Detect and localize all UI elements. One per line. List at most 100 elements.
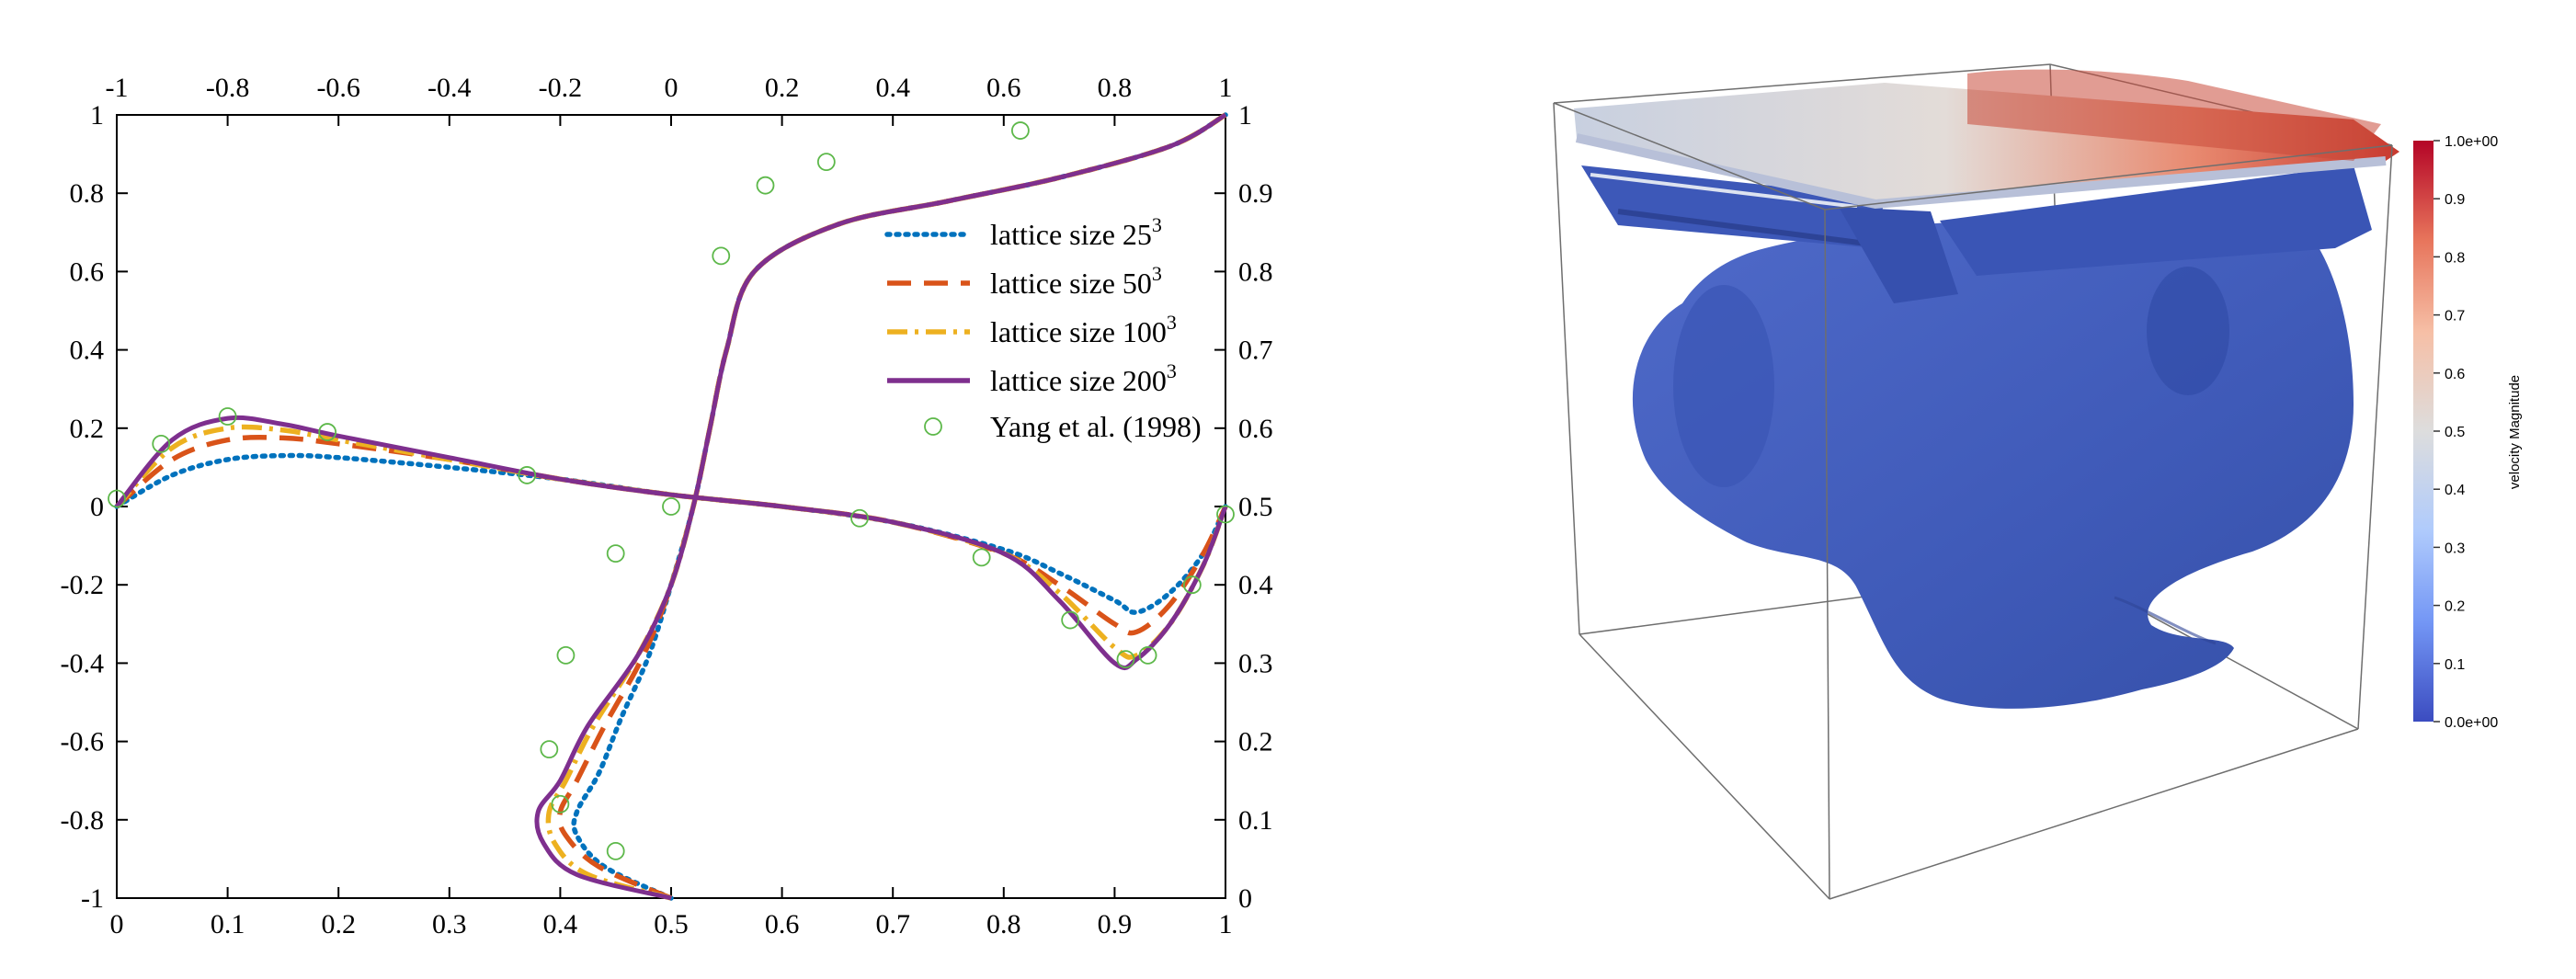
- legend-label-superscript: 3: [1152, 213, 1162, 236]
- reference-point: [108, 489, 126, 508]
- colorbar-tick-label: 1.0e+00: [2445, 134, 2498, 150]
- reference-point: [606, 841, 625, 860]
- reference-point: [606, 544, 625, 563]
- reference-point: [518, 466, 537, 484]
- reference-point: [218, 407, 237, 426]
- bounding-box-front: [1553, 102, 2393, 900]
- tick-label: 1: [90, 100, 104, 131]
- tick-label: -0.6: [61, 727, 105, 757]
- bottom-axis: 0 0.1 0.2 0.3 0.4 0.5 0.6 0.7 0.8 0.9 1: [110, 887, 1233, 939]
- tick-label: 0.2: [70, 414, 105, 444]
- tick-label: 0: [665, 73, 678, 103]
- colorbar-tick-label: 0.0e+00: [2445, 715, 2498, 731]
- tick-label: 1: [1238, 100, 1252, 131]
- tick-label: 0.2: [321, 909, 356, 939]
- colorbar-tick-label: 0.8: [2445, 250, 2465, 266]
- tick-label: 0.6: [765, 909, 800, 939]
- tick-label: 0.5: [654, 909, 689, 939]
- tick-label: -1: [81, 883, 104, 914]
- tick-label: -0.8: [61, 805, 105, 836]
- tick-label: 0.2: [765, 73, 800, 103]
- legend-label-superscript: 3: [1167, 359, 1177, 382]
- tick-label: 0.4: [875, 73, 910, 103]
- colorbar-tick-label: 0.9: [2445, 192, 2465, 208]
- series-line-3-horizontal: [114, 424, 1228, 660]
- legend-label: lattice size 2003: [990, 359, 1177, 397]
- legend-label: lattice size 253: [990, 213, 1162, 251]
- reference-point: [662, 497, 680, 516]
- tick-label: 0: [90, 492, 104, 522]
- left-axis: 1 0.8 0.6 0.4 0.2 0 -0.2 -0.4 -0.6 -0.8 -1: [61, 100, 128, 914]
- legend-label-text: lattice size 50: [990, 267, 1152, 300]
- tick-label: -0.8: [206, 73, 250, 103]
- colorbar: 1.0e+00 0.9 0.8 0.7 0.6 0.5 0.4 0.3 0.2 0.1 0.0e+0…: [2413, 134, 2523, 731]
- reference-point: [816, 153, 836, 172]
- reference-point: [1116, 650, 1135, 669]
- tick-label: 0.4: [543, 909, 578, 939]
- tick-label: 0.7: [1238, 336, 1273, 366]
- tick-label: 0.3: [1238, 648, 1273, 678]
- reference-point: [551, 794, 570, 814]
- tick-label: -0.4: [61, 648, 105, 678]
- reference-point: [756, 176, 775, 195]
- reference-point: [556, 645, 576, 665]
- tick-label: 0.4: [70, 336, 105, 366]
- legend-label-text: lattice size 25: [990, 218, 1152, 251]
- velocity-profile-chart: 0 0.1 0.2 0.3 0.4 0.5 0.6 0.7 0.8 0.9 1 -1 -0.8 -0.6…: [61, 73, 1273, 939]
- reference-point: [1010, 121, 1030, 140]
- reference-points: [108, 121, 1235, 860]
- colorbar-label: velocity Magnitude: [2507, 375, 2523, 489]
- tick-label: 0.1: [1238, 805, 1273, 836]
- series-line-4-horizontal: [115, 415, 1228, 671]
- tick-label: 0.6: [70, 256, 105, 287]
- reference-point: [1061, 610, 1080, 630]
- reference-point: [1138, 645, 1157, 665]
- legend-label: lattice size 503: [990, 262, 1162, 300]
- reference-point: [972, 548, 991, 567]
- legend-label-superscript: 3: [1167, 311, 1177, 334]
- legend-label: lattice size 1003: [990, 311, 1177, 348]
- colorbar-tick-label: 0.5: [2445, 425, 2465, 440]
- tick-label: 0.8: [70, 178, 105, 209]
- reference-point: [318, 423, 337, 441]
- colorbar-bar: [2413, 141, 2434, 722]
- tick-label: 0.9: [1238, 178, 1273, 209]
- legend-label-superscript: 3: [1152, 262, 1162, 285]
- tick-label: 0.8: [986, 909, 1021, 939]
- tick-label: 0.9: [1098, 909, 1133, 939]
- tick-label: 0.1: [211, 909, 245, 939]
- tick-label: -1: [106, 73, 129, 103]
- colorbar-tick-label: 0.3: [2445, 541, 2465, 556]
- tick-label: 0.6: [1238, 414, 1273, 444]
- legend-label-text: lattice size 100: [990, 315, 1167, 348]
- colorbar-tick-label: 0.6: [2445, 367, 2465, 382]
- series-layer: [114, 112, 1228, 901]
- tick-label: -0.6: [316, 73, 360, 103]
- tick-label: 1: [1219, 73, 1233, 103]
- tick-label: -0.2: [539, 73, 583, 103]
- series-line-4-vertical: [534, 112, 1227, 901]
- reference-point: [540, 740, 559, 759]
- reference-point: [1182, 575, 1202, 595]
- reference-point: [712, 246, 731, 266]
- colorbar-tick-label: 0.4: [2445, 483, 2465, 498]
- tick-label: 0.8: [1238, 256, 1273, 287]
- tick-label: 0.4: [1238, 570, 1273, 600]
- legend-label: Yang et al. (1998): [990, 410, 1202, 443]
- tick-label: 0: [1238, 883, 1252, 914]
- tick-label: 0.7: [875, 909, 910, 939]
- legend-swatch: [924, 417, 942, 436]
- right-axis: 1 0.9 0.8 0.7 0.6 0.5 0.4 0.3 0.2 0.1 0: [1214, 100, 1273, 914]
- tick-label: 0.2: [1238, 727, 1273, 757]
- tick-label: 0.5: [1238, 492, 1273, 522]
- isosurface-body: [1632, 221, 2354, 709]
- colorbar-tick-label: 0.1: [2445, 657, 2465, 673]
- legend-label-text: lattice size 200: [990, 364, 1167, 397]
- isosurface-render: [1553, 63, 2399, 900]
- tick-label: -0.2: [61, 570, 105, 600]
- reference-point: [1216, 505, 1235, 524]
- tick-label: 0.8: [1098, 73, 1133, 103]
- tick-label: 0: [110, 909, 124, 939]
- isosurface-top-structure: [1581, 165, 2372, 303]
